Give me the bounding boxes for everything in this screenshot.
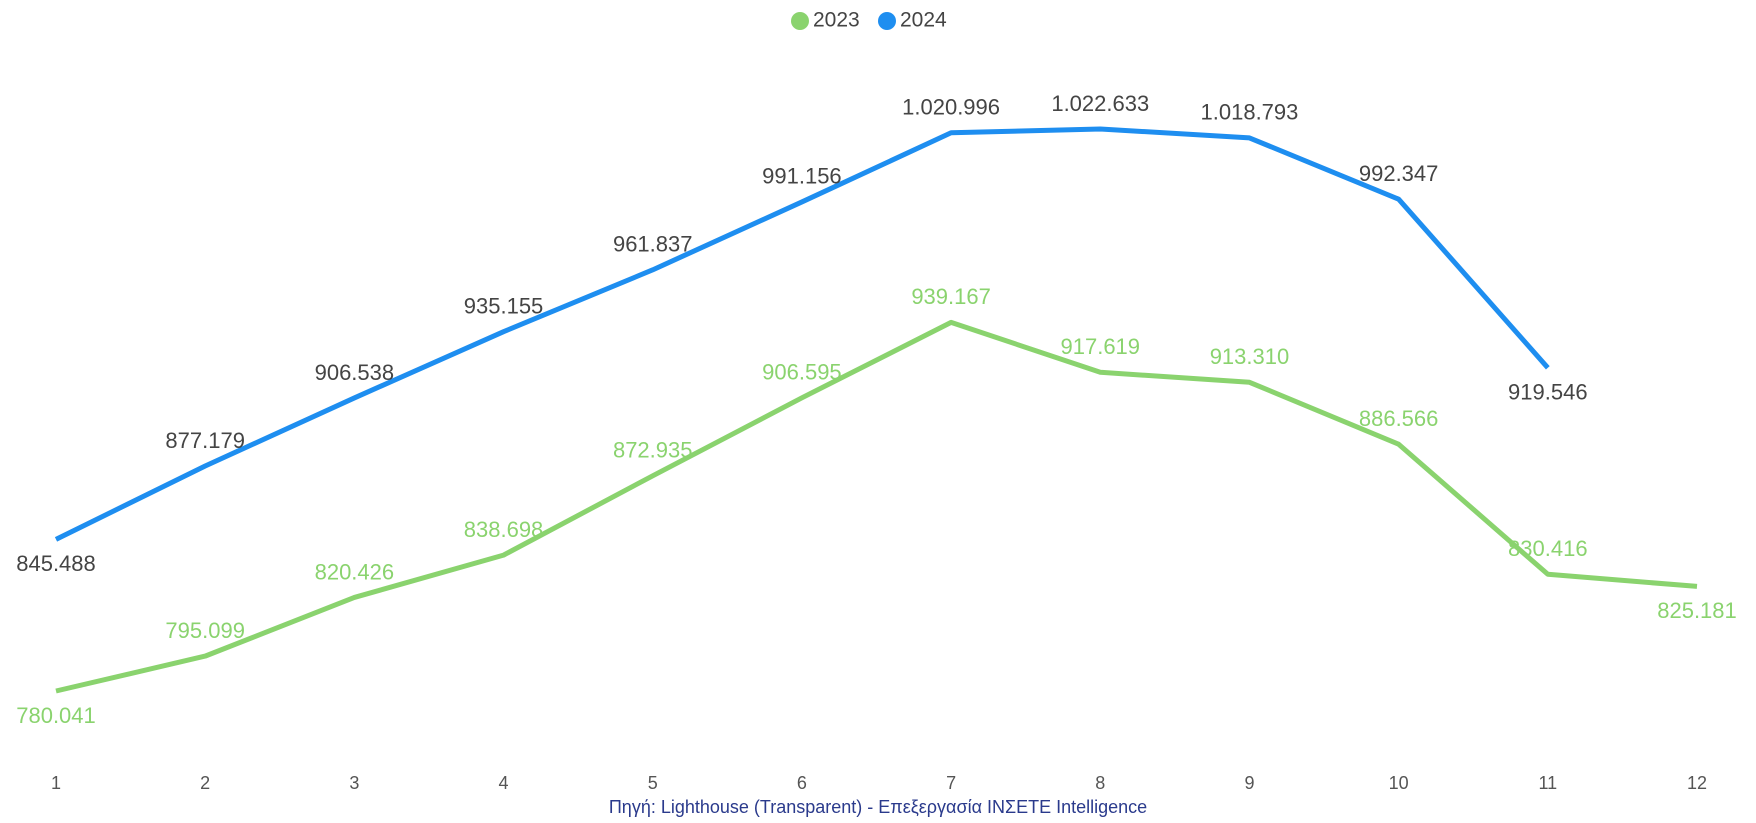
data-label: 780.041 <box>16 703 96 728</box>
data-label: 825.181 <box>1657 598 1737 623</box>
data-label: 838.698 <box>464 517 544 542</box>
x-tick-label: 9 <box>1244 773 1254 793</box>
x-tick-label: 7 <box>946 773 956 793</box>
data-label: 820.426 <box>315 559 395 584</box>
data-label: 991.156 <box>762 164 842 189</box>
data-label: 917.619 <box>1061 334 1141 359</box>
legend-label: 2023 <box>813 9 860 32</box>
data-label: 906.595 <box>762 360 842 385</box>
data-label: 877.179 <box>165 428 245 453</box>
data-label: 886.566 <box>1359 406 1439 431</box>
x-tick-label: 11 <box>1538 773 1557 793</box>
source-note: Πηγή: Lighthouse (Transparent) - Επεξεργ… <box>609 797 1147 817</box>
x-tick-label: 10 <box>1389 773 1409 793</box>
data-label: 1.020.996 <box>902 95 1000 120</box>
data-label: 1.018.793 <box>1201 100 1299 125</box>
x-tick-label: 4 <box>499 773 509 793</box>
data-label: 913.310 <box>1210 344 1290 369</box>
data-label: 1.022.633 <box>1051 91 1149 116</box>
x-tick-label: 12 <box>1687 773 1707 793</box>
data-label: 961.837 <box>613 232 693 257</box>
x-tick-label: 1 <box>51 773 61 793</box>
data-label: 919.546 <box>1508 380 1588 405</box>
x-tick-label: 3 <box>349 773 359 793</box>
legend-label: 2024 <box>900 9 947 32</box>
legend-marker <box>878 12 896 30</box>
x-tick-label: 8 <box>1095 773 1105 793</box>
data-label: 906.538 <box>315 360 395 385</box>
data-label: 830.416 <box>1508 536 1588 561</box>
data-label: 935.155 <box>464 293 544 318</box>
x-tick-label: 5 <box>648 773 658 793</box>
data-label: 872.935 <box>613 438 693 463</box>
x-tick-label: 2 <box>200 773 210 793</box>
data-label: 939.167 <box>911 284 991 309</box>
data-label: 845.488 <box>16 551 96 576</box>
legend: 2023 2024 <box>791 9 947 32</box>
data-label: 992.347 <box>1359 161 1439 186</box>
x-tick-label: 6 <box>797 773 807 793</box>
legend-marker <box>791 12 809 30</box>
data-label: 795.099 <box>165 618 245 643</box>
series-line <box>55 319 1698 694</box>
series-line <box>54 126 1550 542</box>
